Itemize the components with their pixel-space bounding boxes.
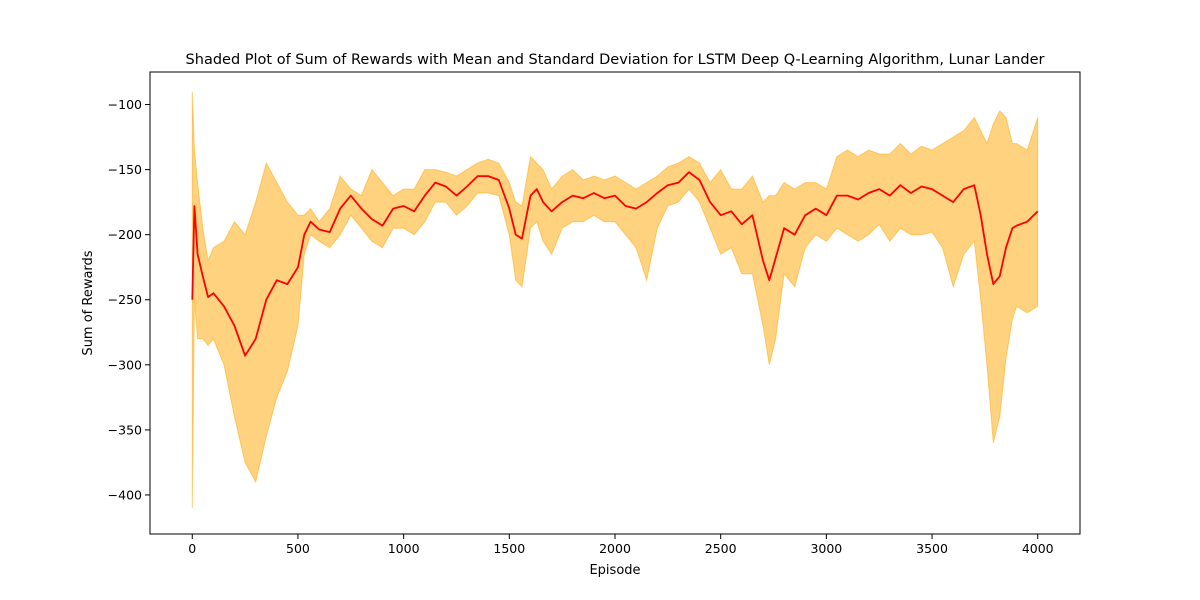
y-tick-label: −200 (108, 227, 142, 242)
y-tick-label: −150 (108, 162, 142, 177)
y-tick-label: −300 (108, 357, 142, 372)
x-tick-label: 1500 (493, 541, 525, 556)
x-tick-label: 4000 (1022, 541, 1054, 556)
x-tick-label: 1000 (388, 541, 420, 556)
y-axis-label: Sum of Rewards (81, 250, 96, 355)
x-axis: 0 500 1000 1500 2000 2500 3000 3500 4000 (188, 534, 1054, 556)
mean-line (191, 171, 1039, 357)
plot-area (191, 91, 1039, 509)
y-tick-label: −400 (108, 487, 142, 502)
y-tick-label: −100 (108, 97, 142, 112)
x-tick-label: 0 (188, 541, 196, 556)
y-tick-label: −350 (108, 422, 142, 437)
x-tick-label: 3500 (916, 541, 948, 556)
x-tick-label: 2000 (599, 541, 631, 556)
x-axis-label: Episode (589, 563, 640, 578)
x-tick-label: 2500 (705, 541, 737, 556)
y-axis: −400 −350 −300 −250 −200 −150 −100 (108, 97, 150, 502)
chart-title: Shaded Plot of Sum of Rewards with Mean … (186, 52, 1045, 68)
x-tick-label: 500 (286, 541, 310, 556)
x-tick-label: 3000 (810, 541, 842, 556)
y-tick-label: −250 (108, 292, 142, 307)
std-deviation-band (191, 91, 1039, 509)
